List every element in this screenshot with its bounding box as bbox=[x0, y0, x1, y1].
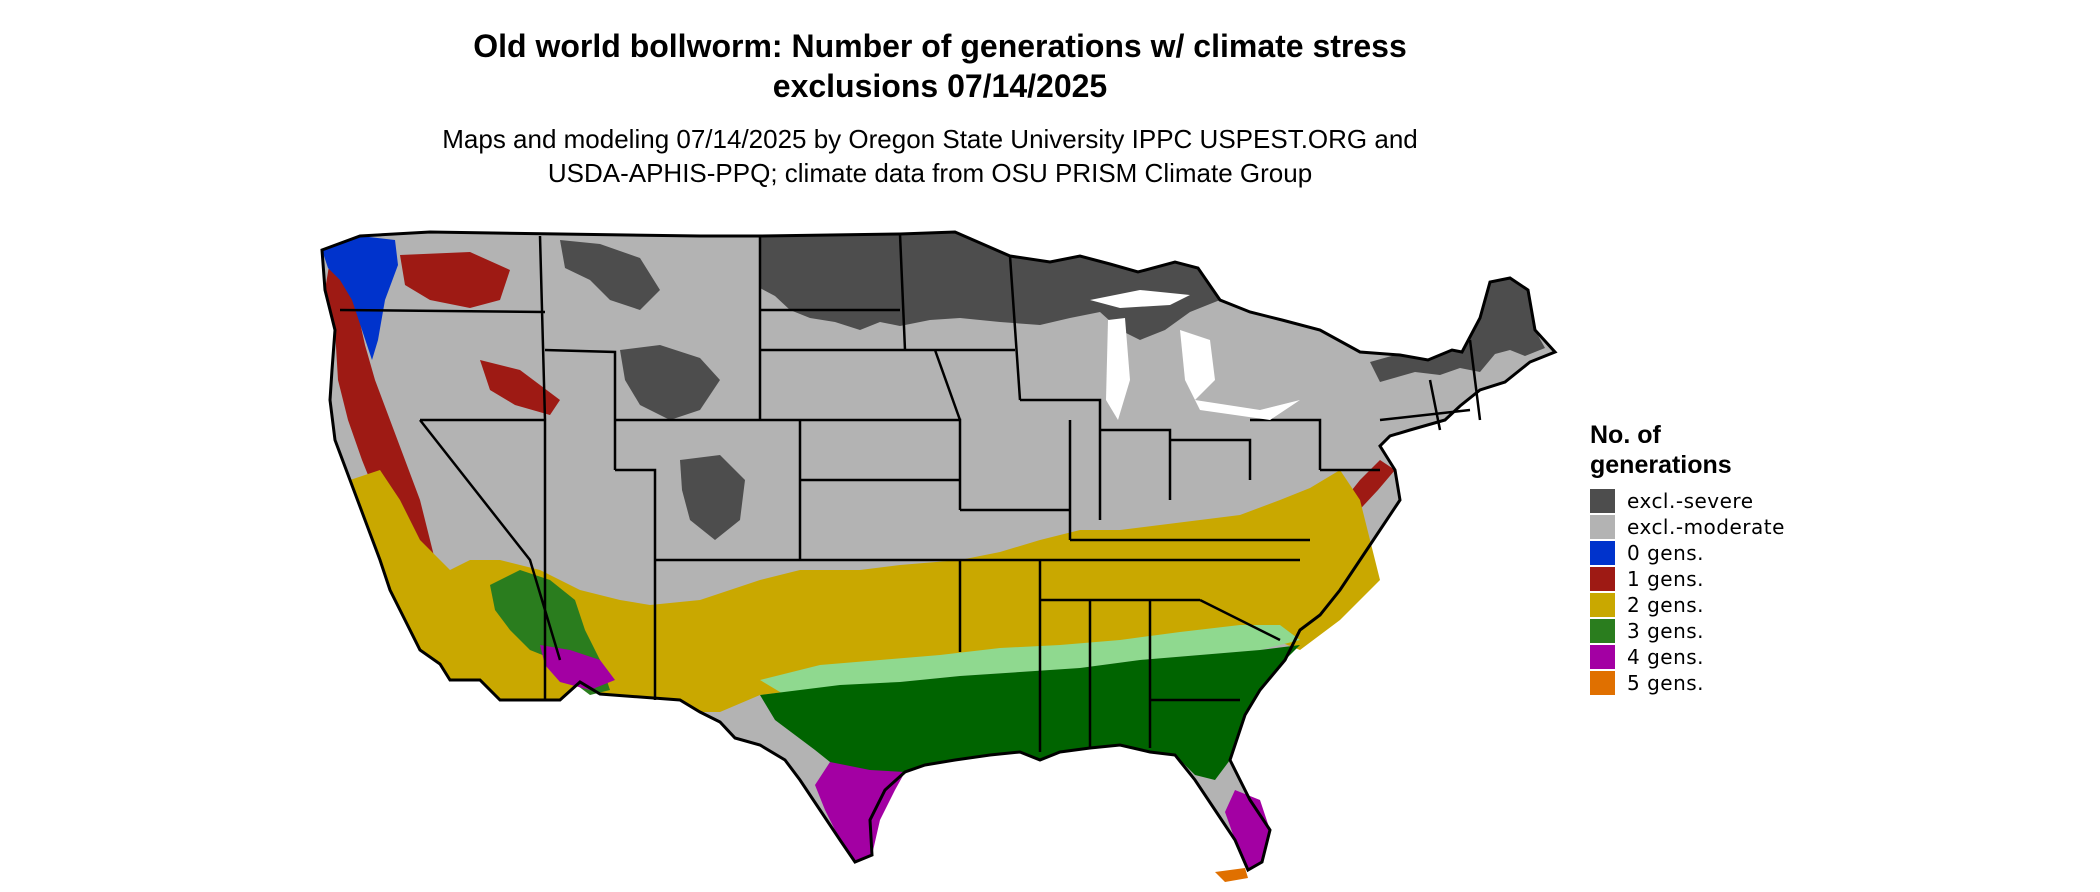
region-0-gen bbox=[322, 236, 398, 360]
legend-title-line-1: No. of bbox=[1590, 421, 1661, 449]
region-excl-severe-mt bbox=[560, 240, 660, 310]
region-transition-light-green bbox=[760, 625, 1300, 698]
legend-item-5-gens: 5 gens. bbox=[1590, 670, 1785, 696]
legend-label: excl.-moderate bbox=[1627, 515, 1785, 539]
legend-item-excl-severe: excl.-severe bbox=[1590, 488, 1785, 514]
legend-title-line-2: generations bbox=[1590, 451, 1732, 479]
region-4-gen-fl bbox=[1225, 790, 1270, 870]
state-lines bbox=[339, 233, 1482, 752]
region-1-gen-or bbox=[480, 360, 560, 415]
map-title: Old world bollworm: Number of generation… bbox=[410, 26, 1470, 106]
legend-item-1-gens: 1 gens. bbox=[1590, 566, 1785, 592]
legend-item-2-gens: 2 gens. bbox=[1590, 592, 1785, 618]
legend: No. of generations excl.-severe excl.-mo… bbox=[1590, 420, 1785, 696]
region-excl-severe-wy bbox=[620, 345, 720, 420]
legend-label: 3 gens. bbox=[1627, 619, 1705, 643]
legend-label: 1 gens. bbox=[1627, 567, 1705, 591]
legend-swatch bbox=[1590, 593, 1615, 617]
region-1-gen-wa bbox=[400, 252, 510, 308]
lake-superior bbox=[1090, 290, 1190, 308]
region-5-gen bbox=[1215, 868, 1248, 882]
legend-swatch bbox=[1590, 567, 1615, 591]
legend-item-excl-moderate: excl.-moderate bbox=[1590, 514, 1785, 540]
legend-label: 4 gens. bbox=[1627, 645, 1705, 669]
subtitle-line-1: Maps and modeling 07/14/2025 by Oregon S… bbox=[442, 124, 1418, 154]
legend-swatch bbox=[1590, 619, 1615, 643]
region-excl-severe-northeast bbox=[1370, 278, 1545, 382]
legend-swatch bbox=[1590, 515, 1615, 539]
legend-label: 2 gens. bbox=[1627, 593, 1705, 617]
legend-label: 0 gens. bbox=[1627, 541, 1705, 565]
lake-huron-erie bbox=[1180, 330, 1300, 420]
conus-outline bbox=[320, 230, 1558, 873]
legend-title: No. of generations bbox=[1590, 420, 1785, 480]
legend-label: excl.-severe bbox=[1627, 489, 1754, 513]
map-subtitle: Maps and modeling 07/14/2025 by Oregon S… bbox=[380, 122, 1480, 190]
legend-item-0-gens: 0 gens. bbox=[1590, 540, 1785, 566]
map-regions bbox=[322, 232, 1555, 882]
great-lakes bbox=[1090, 290, 1300, 420]
region-4-gen-tx bbox=[815, 762, 905, 862]
legend-item-4-gens: 4 gens. bbox=[1590, 644, 1785, 670]
legend-swatch bbox=[1590, 489, 1615, 513]
legend-swatch bbox=[1590, 671, 1615, 695]
legend-item-3-gens: 3 gens. bbox=[1590, 618, 1785, 644]
legend-swatch bbox=[1590, 645, 1615, 669]
state-borders bbox=[320, 230, 1558, 873]
region-excl-severe-north bbox=[760, 232, 1220, 340]
title-line-2: exclusions 07/14/2025 bbox=[772, 68, 1108, 104]
title-line-1: Old world bollworm: Number of generation… bbox=[473, 28, 1407, 64]
legend-swatch bbox=[1590, 541, 1615, 565]
lake-michigan bbox=[1106, 318, 1130, 420]
region-excl-severe-co bbox=[680, 455, 745, 540]
region-1-gen-nw bbox=[325, 255, 440, 600]
legend-label: 5 gens. bbox=[1627, 671, 1705, 695]
subtitle-line-2: USDA-APHIS-PPQ; climate data from OSU PR… bbox=[547, 158, 1313, 188]
